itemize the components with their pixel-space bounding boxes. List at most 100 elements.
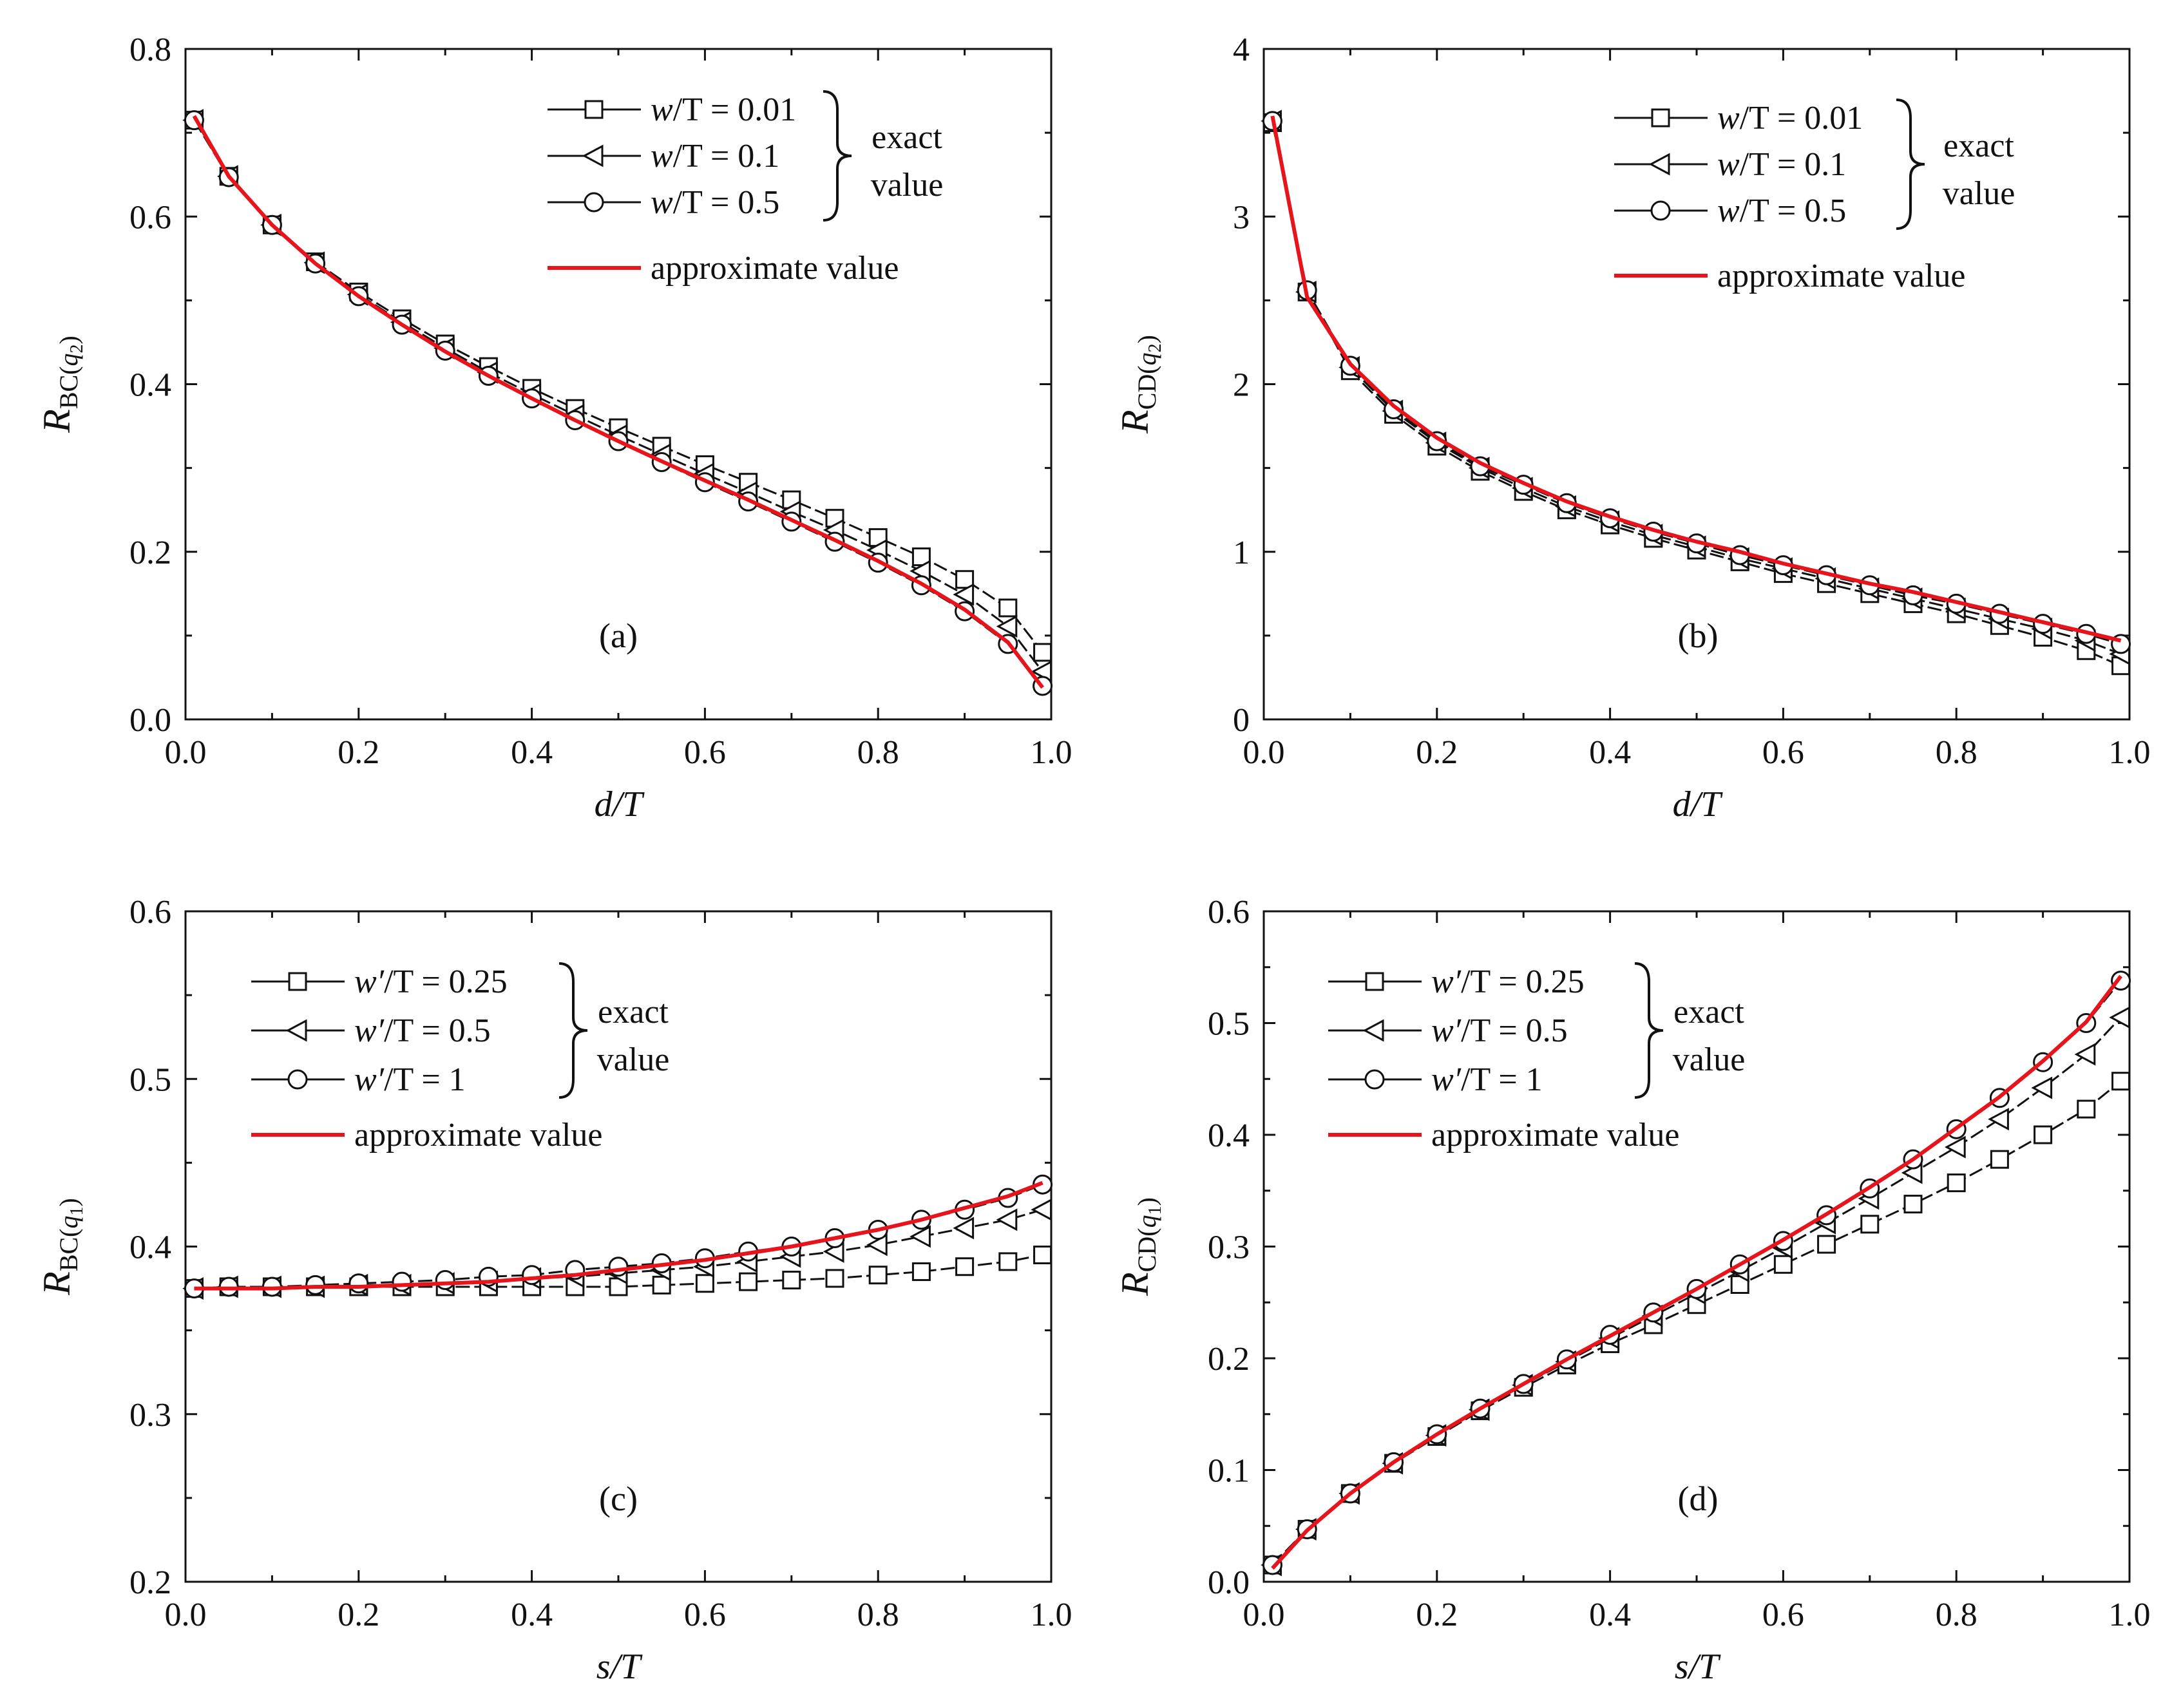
panel-d-series-approximate <box>1271 974 2122 1570</box>
panel-c-data-point <box>996 1208 1018 1231</box>
panel-d-legend-marker <box>1365 972 1384 991</box>
panel-c-legend-brace <box>558 962 588 1099</box>
panel-a-series-approximate <box>192 115 1044 689</box>
panel-c-data-point <box>868 1266 888 1285</box>
panel-c-data-point <box>739 1272 758 1291</box>
panel-d-x-tick-label: 0.4 <box>1589 1597 1631 1633</box>
panel-a-legend: w/T = 0.01 w/T = 0.1 w/T = 0.5 exact value ap… <box>548 90 944 287</box>
panel-d-data-point <box>2031 1076 2053 1099</box>
panel-d-y-tick-label: 0.6 <box>1208 894 1250 931</box>
panel-c-legend-marker <box>285 1019 307 1042</box>
panel-c-data-point <box>392 1271 412 1292</box>
panel-c-data-point <box>608 1257 629 1277</box>
panel-a-legend-approx-label: approximate value <box>651 250 899 287</box>
panel-c-x-tick-label: 0.2 <box>338 1597 379 1633</box>
panel-a-legend-marker <box>582 144 604 167</box>
panel-b-series-approximate <box>1270 115 2122 643</box>
panel-b-legend-approx-label: approximate value <box>1717 258 1966 294</box>
panel-d-data-point <box>1990 1150 2009 1169</box>
panel-a-data-point <box>996 615 1018 638</box>
panel-d-data-point <box>1860 1215 1880 1234</box>
panel-d-x-axis-label: s/T <box>1675 1647 1721 1687</box>
panel-a-y-tick-label: 0.2 <box>129 535 171 571</box>
panel-d-legend-entry: w′/T = 0.25 <box>1431 963 1585 1000</box>
panel-c-series-approximate <box>194 1181 1043 1291</box>
panel-a-x-tick-label: 0.6 <box>684 734 726 771</box>
panel-b-y-axis-label: RCD(q2) <box>1114 335 1165 434</box>
panel-c-data-point <box>866 1233 888 1257</box>
panel-c-data-point <box>695 1274 714 1293</box>
panel-d-data-point <box>2034 1125 2053 1144</box>
panel-d-x-tick-label: 0.8 <box>1936 1597 1977 1633</box>
panel-d-series-line <box>1271 974 2122 1570</box>
panel-c-data-point <box>998 1252 1018 1271</box>
panel-d-legend-marker <box>1364 1069 1385 1090</box>
panel-a-panel-label: (a) <box>599 616 638 655</box>
panel-c-legend-exact-label: exact <box>598 994 669 1030</box>
panel-d-legend: w′/T = 0.25 w′/T = 0.5 w′/T = 1 exact value a… <box>1328 962 1745 1153</box>
panel-c-data-point <box>825 1269 844 1288</box>
panel-b-x-tick-label: 0.6 <box>1762 734 1804 771</box>
panel-d-data-point <box>1947 1173 1966 1193</box>
panel-b-legend-marker <box>1651 108 1670 128</box>
panel-d-data-point <box>1945 1135 1966 1159</box>
panel-c-series-line <box>194 1181 1043 1291</box>
panel-c-data-point <box>348 1273 369 1294</box>
panel-b-y-tick-label: 3 <box>1233 199 1250 236</box>
panel-b-y-tick-label: 4 <box>1233 32 1250 68</box>
panel-c-legend-value-label: value <box>597 1041 670 1078</box>
panel-d-y-tick-label: 0.2 <box>1208 1341 1250 1378</box>
panel-b-series-line <box>1270 115 2122 643</box>
panel-c-data-point <box>522 1265 542 1286</box>
panel-d-y-tick-label: 0.5 <box>1208 1006 1250 1043</box>
panel-b-legend: w/T = 0.01 w/T = 0.1 w/T = 0.5 exact value ap… <box>1614 99 2015 294</box>
panel-d-x-tick-label: 0.6 <box>1762 1597 1804 1633</box>
panel-d-legend-entry: w′/T = 0.5 <box>1431 1012 1568 1049</box>
panel-d-legend-brace <box>1634 962 1664 1099</box>
panel-a-legend-entry: w/T = 0.5 <box>651 184 779 221</box>
panel-d-x-tick-label: 0.0 <box>1243 1597 1285 1633</box>
panel-c-data-point <box>911 1262 931 1282</box>
panel-c-legend-entry: w′/T = 1 <box>354 1061 466 1098</box>
panel-b-y-tick-label: 0 <box>1233 702 1250 739</box>
panel-d-legend-marker <box>1362 1019 1384 1042</box>
panel-d-data-point <box>1773 1255 1793 1274</box>
panel-a-legend-brace <box>823 90 852 222</box>
panel-d-y-tick-label: 0.3 <box>1208 1229 1250 1266</box>
panel-a-data-point <box>1033 643 1053 662</box>
panel-d-chart: 0.0 0.2 0.4 0.6 0.8 1.0 0.0 0.1 0.2 0.3 0.4 0.5 0.6 s… <box>1114 894 2151 1687</box>
panel-d-y-tick-label: 0.1 <box>1208 1453 1250 1490</box>
panel-c-x-tick-label: 0.4 <box>511 1597 553 1633</box>
panel-d-x-tick-label: 1.0 <box>2109 1597 2151 1633</box>
panel-b-data-point <box>1384 399 1404 420</box>
panel-c-panel-label: (c) <box>599 1479 638 1518</box>
panel-a-x-tick-label: 0.2 <box>338 734 379 771</box>
panel-b-x-tick-label: 0.8 <box>1936 734 1977 771</box>
panel-c-data-point <box>1031 1198 1053 1221</box>
panel-d-data-point <box>1262 1555 1282 1575</box>
panel-d-panel-label: (d) <box>1678 1479 1719 1518</box>
panel-c-legend-entry: w′/T = 0.25 <box>354 963 508 1000</box>
panel-a-data-point <box>955 570 975 589</box>
panel-c-data-point <box>1033 1246 1053 1265</box>
panel-a-x-axis-label: d/T <box>595 784 645 824</box>
panel-b-y-tick-label: 2 <box>1233 367 1250 404</box>
panel-c-x-tick-label: 0.6 <box>684 1597 726 1633</box>
panel-b-legend-marker <box>1648 153 1670 176</box>
panel-b-legend-value-label: value <box>1943 175 2015 212</box>
panel-c-y-tick-label: 0.6 <box>129 894 171 931</box>
panel-c-chart: 0.0 0.2 0.4 0.6 0.8 1.00.20.30.40.50.6s/TRBC(… <box>35 894 1072 1687</box>
panel-b-legend-entry: w/T = 0.01 <box>1717 100 1863 137</box>
panel-c-y-tick-label: 0.3 <box>129 1397 171 1434</box>
panel-a-legend-value-label: value <box>871 167 944 204</box>
panel-c-x-axis-label: s/T <box>596 1647 643 1687</box>
panel-b-panel-label: (b) <box>1678 616 1719 655</box>
panel-c-legend-marker <box>288 972 307 991</box>
panel-d-data-point <box>2109 1006 2131 1029</box>
panel-a-y-axis-label: RBC(q2) <box>35 336 87 433</box>
panel-a-series-line <box>192 115 1044 689</box>
panel-c-legend: w′/T = 0.25 w′/T = 0.5 w′/T = 1 exact value a… <box>251 962 670 1153</box>
panel-a-x-tick-label: 1.0 <box>1031 734 1072 771</box>
panel-b-legend-marker <box>1650 200 1671 221</box>
